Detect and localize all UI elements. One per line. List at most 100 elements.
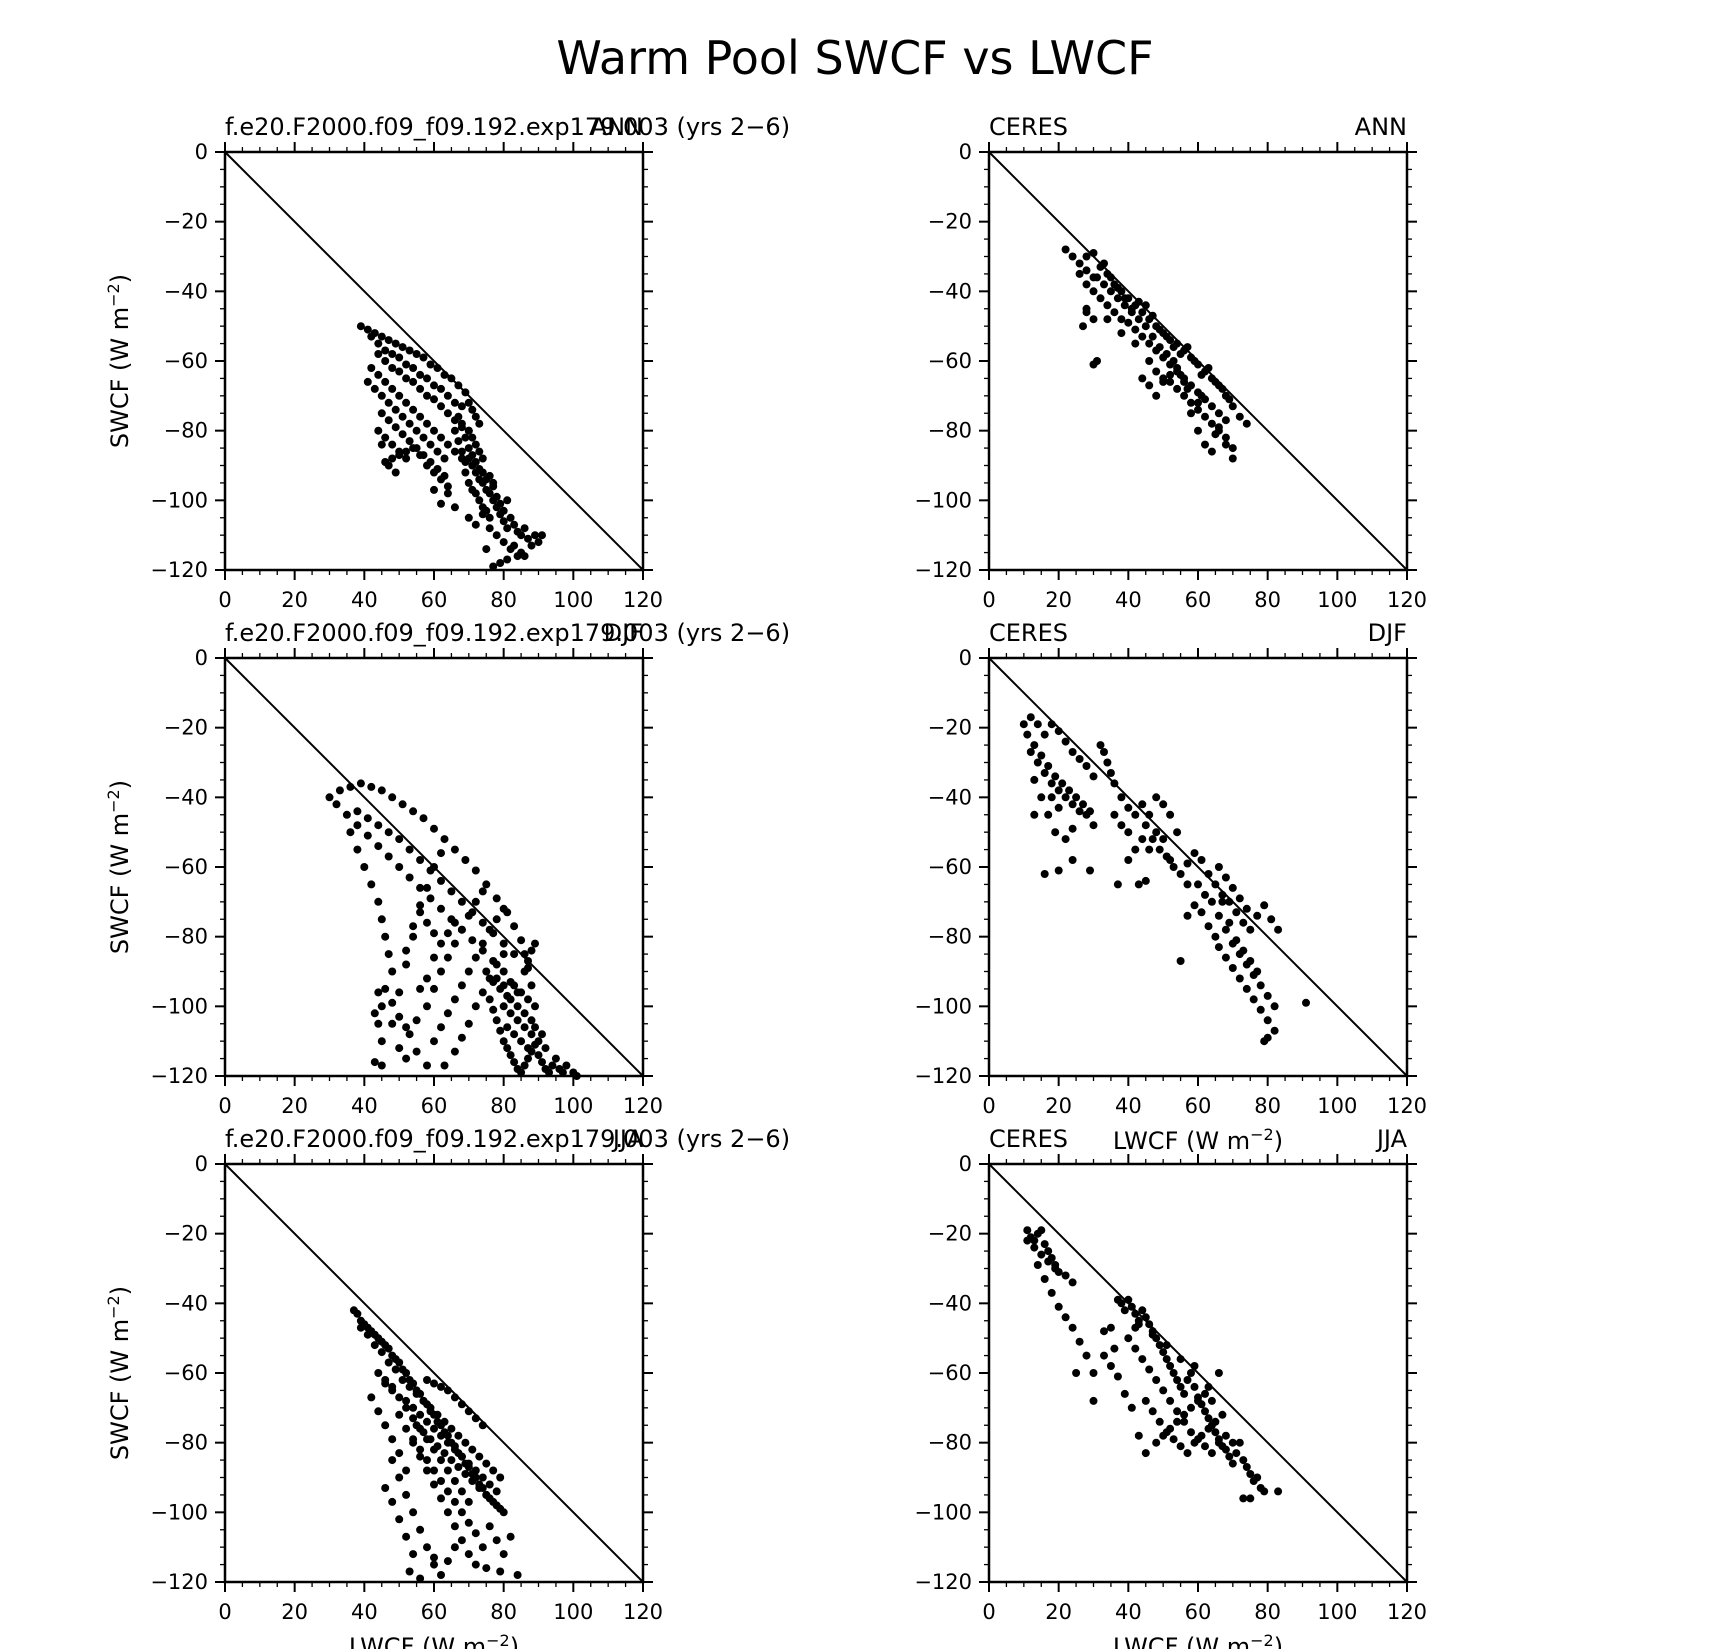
data-point	[1093, 273, 1101, 282]
data-point	[1274, 1487, 1283, 1496]
data-point	[367, 782, 376, 791]
data-point	[506, 1532, 515, 1541]
data-point	[510, 950, 519, 959]
data-point	[1037, 1250, 1046, 1259]
data-point	[384, 336, 393, 345]
data-point	[461, 468, 470, 477]
data-point	[1106, 1362, 1115, 1370]
data-point	[409, 364, 418, 372]
data-point	[478, 887, 487, 896]
data-point	[402, 447, 411, 456]
data-point	[1194, 398, 1202, 407]
data-point	[1204, 1382, 1213, 1391]
data-point	[423, 1435, 431, 1444]
data-point	[482, 1490, 491, 1499]
data-point	[384, 950, 393, 959]
data-point	[1089, 249, 1098, 257]
data-point	[492, 1536, 501, 1545]
data-point	[499, 517, 508, 526]
data-point	[1131, 325, 1140, 334]
data-point	[1134, 297, 1143, 306]
data-point	[416, 883, 425, 892]
data-point	[1141, 1313, 1150, 1322]
data-point	[440, 1417, 449, 1426]
data-point	[1214, 409, 1223, 418]
data-point	[1100, 280, 1108, 289]
data-point	[492, 531, 501, 540]
data-point	[478, 918, 487, 927]
data-point	[388, 967, 397, 976]
data-point	[1173, 828, 1182, 837]
data-point	[1040, 730, 1049, 739]
data-point	[1030, 1236, 1039, 1245]
data-point	[391, 468, 400, 477]
data-point	[447, 887, 456, 896]
data-point	[517, 936, 526, 945]
data-point	[1239, 946, 1248, 955]
reference-line	[988, 1163, 1408, 1583]
data-point	[430, 1037, 438, 1046]
data-point	[363, 325, 372, 334]
data-point	[1169, 863, 1178, 871]
data-point	[1072, 793, 1081, 802]
data-point	[1190, 1438, 1199, 1447]
x-tick-label: 120	[623, 1094, 663, 1118]
x-tick-label: 40	[351, 588, 378, 612]
data-point	[1211, 1428, 1220, 1437]
data-point	[443, 1466, 452, 1475]
data-point	[517, 988, 526, 997]
data-point	[374, 426, 383, 435]
data-point	[391, 405, 400, 414]
data-point	[1187, 1369, 1195, 1377]
data-point	[1145, 357, 1154, 365]
y-tick-label: −120	[914, 1064, 972, 1088]
panel-1: 0 20 40 60 80 100 120 0 −20 −40 −60 −80 −100 −120 f.e2…	[104, 113, 790, 612]
data-point	[471, 440, 480, 449]
y-tick-label: −100	[914, 1500, 972, 1524]
data-point	[457, 1487, 466, 1496]
data-point	[1145, 845, 1154, 854]
figure-title: Warm Pool SWCF vs LWCF	[556, 31, 1153, 85]
data-point	[1124, 828, 1133, 837]
data-point	[1180, 1410, 1189, 1419]
data-point	[1148, 1407, 1157, 1416]
data-point	[457, 925, 466, 934]
data-point	[430, 1480, 438, 1489]
data-point	[1197, 1431, 1206, 1440]
data-point	[1061, 245, 1070, 254]
data-point	[510, 1058, 519, 1067]
data-point	[430, 929, 438, 938]
data-point	[381, 1421, 390, 1430]
data-point	[381, 1484, 390, 1492]
data-point	[1075, 259, 1084, 268]
x-tick-label: 0	[982, 1600, 995, 1624]
data-point	[409, 377, 418, 386]
data-point	[1089, 821, 1098, 830]
data-point	[1138, 1355, 1147, 1364]
data-point	[384, 852, 393, 861]
x-tick-label: 40	[351, 1600, 378, 1624]
data-point	[1082, 1351, 1091, 1360]
data-point	[395, 1473, 404, 1482]
data-point	[1187, 409, 1195, 418]
data-point	[1228, 444, 1237, 453]
data-point	[1218, 897, 1227, 906]
data-point	[419, 433, 428, 442]
data-point	[395, 1358, 404, 1367]
data-point	[374, 370, 383, 379]
data-point	[1100, 1327, 1108, 1336]
data-point	[353, 1309, 362, 1318]
data-point	[430, 381, 438, 390]
data-point	[482, 967, 491, 976]
data-point	[430, 485, 438, 494]
data-point	[405, 346, 414, 355]
data-point	[381, 984, 390, 993]
data-point	[1228, 964, 1237, 972]
data-point	[325, 793, 334, 802]
data-point	[1201, 412, 1209, 421]
data-point	[1221, 1431, 1230, 1440]
data-point	[468, 451, 477, 460]
data-point	[405, 1030, 414, 1039]
data-point	[377, 440, 386, 449]
y-tick-label: −80	[928, 419, 972, 443]
